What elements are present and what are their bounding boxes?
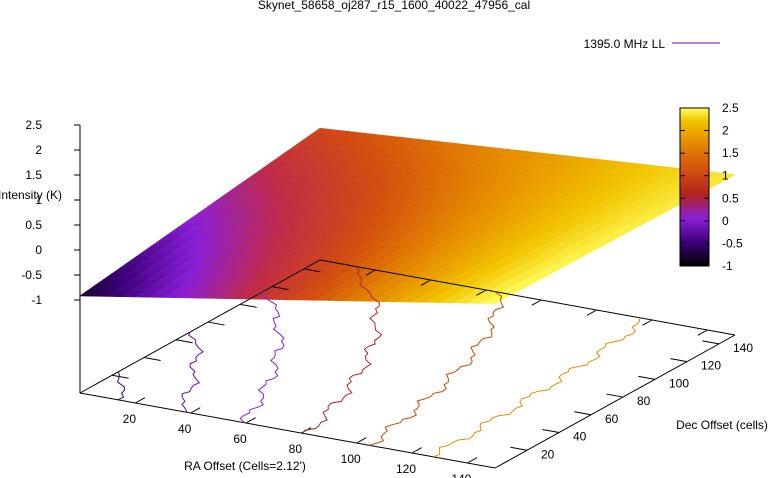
- x-tick-label: 40: [178, 422, 192, 436]
- y-tick-mark-left: [175, 339, 193, 344]
- x-tick-mark: [356, 437, 367, 444]
- colorbar-tick-label: -1: [722, 259, 733, 273]
- base-axes: 20 40 60 80 100 120 140 20 40 60 80 100 120 140: [79, 259, 753, 478]
- x-tick-label: 120: [396, 462, 416, 476]
- contour-line: [369, 291, 505, 446]
- x-tick-label: 80: [289, 442, 303, 456]
- y-tick-mark: [510, 446, 528, 451]
- y-tick-label: 80: [637, 394, 651, 408]
- y-tick-mark: [606, 393, 624, 398]
- y-tick-mark: [574, 411, 592, 416]
- colorbar-tick-label: 1.5: [722, 146, 739, 160]
- contour-line: [181, 331, 204, 413]
- z-tick-label: 0: [35, 243, 42, 257]
- surface-mesh: [79, 127, 736, 304]
- x-tick-mark-back: [586, 309, 597, 316]
- colorbar-tick-label: 1: [722, 169, 729, 183]
- z-tick-label: 2: [35, 143, 42, 157]
- x-tick-mark-back: [476, 289, 487, 296]
- y-axis-label: Dec Offset (cells): [676, 418, 768, 432]
- base-edge: [494, 334, 736, 469]
- x-tick-mark-back: [697, 329, 708, 336]
- y-tick-mark-left: [303, 268, 321, 273]
- legend-label: 1395.0 MHz LL: [584, 37, 666, 51]
- base-edge: [79, 392, 496, 469]
- x-tick-label: 20: [123, 412, 137, 426]
- x-axis-label: RA Offset (Cells=2.12'): [184, 459, 306, 473]
- y-tick-mark-left: [207, 321, 225, 326]
- x-tick-mark-back: [531, 299, 542, 306]
- z-tick-label: 1.5: [25, 168, 42, 182]
- y-tick-label: 40: [573, 430, 587, 444]
- legend: 1395.0 MHz LL: [584, 37, 720, 51]
- contour-lines: [117, 265, 641, 458]
- contour-line: [433, 317, 641, 458]
- colorbar-ticks: 2.5 2 1.5 1 0.5 0 -0.5 -1: [680, 101, 743, 273]
- z-tick-label: -0.5: [21, 268, 42, 282]
- y-tick-mark: [638, 375, 656, 380]
- contour-line: [302, 265, 383, 434]
- colorbar-tick-label: 0: [722, 214, 729, 228]
- x-tick-mark: [245, 417, 256, 424]
- x-tick-mark: [467, 457, 478, 464]
- x-tick-label: 140: [451, 472, 471, 478]
- y-tick-label: 100: [669, 376, 689, 390]
- colorbar: 2.5 2 1.5 1 0.5 0 -0.5 -1: [679, 101, 743, 273]
- contour-line: [117, 371, 125, 401]
- x-tick-mark-back: [642, 319, 653, 326]
- colorbar-tick-label: 2: [722, 124, 729, 138]
- y-tick-label: 120: [701, 359, 721, 373]
- base-edge: [79, 259, 321, 394]
- chart-title: Skynet_58658_oj287_r15_1600_40022_47956_…: [258, 0, 530, 12]
- y-tick-label: 20: [541, 447, 555, 461]
- contour-line: [239, 291, 285, 424]
- colorbar-tick-label: 0.5: [722, 191, 739, 205]
- z-tick-label: 2.5: [25, 118, 42, 132]
- y-tick-mark: [702, 340, 720, 345]
- y-tick-mark-left: [239, 303, 257, 308]
- x-tick-mark-back: [420, 279, 431, 286]
- base-edge: [319, 259, 736, 336]
- x-tick-mark: [411, 447, 422, 454]
- y-tick-mark: [670, 358, 688, 363]
- z-tick-label: 0.5: [25, 218, 42, 232]
- y-tick-mark-left: [271, 286, 289, 291]
- x-tick-label: 60: [233, 432, 247, 446]
- z-tick-label: 1: [35, 193, 42, 207]
- x-tick-mark: [190, 407, 201, 414]
- z-axis-label: Intensity (K): [0, 188, 62, 202]
- x-tick-mark-back: [365, 269, 376, 276]
- x-tick-label: 100: [341, 452, 361, 466]
- y-tick-label: 140: [733, 341, 753, 355]
- colorbar-tick-label: 2.5: [722, 101, 739, 115]
- y-tick-mark: [542, 429, 560, 434]
- colorbar-gradient: [679, 107, 710, 267]
- z-tick-label: -1: [31, 293, 42, 307]
- y-tick-mark-left: [111, 374, 129, 379]
- surface-cell: [480, 298, 505, 304]
- z-axis: 2.5 2 1.5 1 0.5 0 -0.5 -1: [21, 118, 81, 393]
- colorbar-tick-label: -0.5: [722, 236, 743, 250]
- y-tick-label: 60: [605, 412, 619, 426]
- x-tick-mark: [135, 397, 146, 404]
- y-tick-mark-left: [143, 357, 161, 362]
